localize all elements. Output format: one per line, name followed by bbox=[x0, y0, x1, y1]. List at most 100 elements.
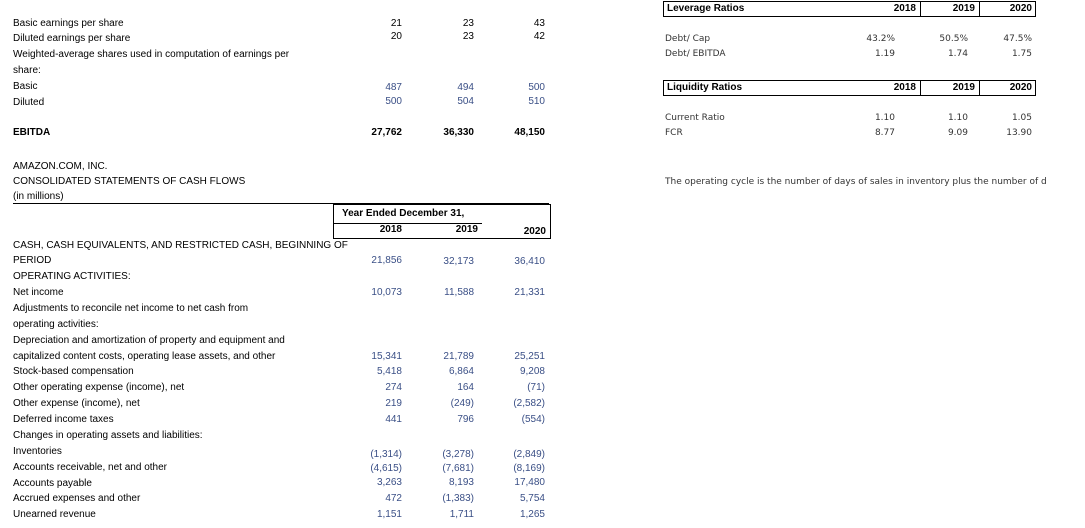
period-underline bbox=[334, 223, 482, 224]
operating-activities-label: OPERATING ACTIVITIES: bbox=[13, 271, 131, 282]
leverage-year-2018: 2018 bbox=[836, 2, 921, 16]
depreciation-label-cont: capitalized content costs, operating lea… bbox=[13, 351, 276, 362]
leverage-year-2020: 2020 bbox=[1009, 3, 1032, 14]
debt-cap-2019: 50.5% bbox=[939, 34, 968, 44]
period-label: PERIOD bbox=[13, 255, 52, 266]
diluted-shares-2018: 500 bbox=[385, 96, 402, 107]
unearned-2018: 1,151 bbox=[376, 509, 402, 520]
basic-shares-2019: 494 bbox=[457, 82, 474, 93]
other-expense-2020: (2,582) bbox=[513, 398, 545, 409]
accrued-label: Accrued expenses and other bbox=[13, 493, 141, 504]
accrued-2020: 5,754 bbox=[519, 493, 545, 504]
accrued-2019: (1,383) bbox=[442, 493, 474, 504]
other-expense-2018: 219 bbox=[385, 398, 402, 409]
unearned-2020: 1,265 bbox=[519, 509, 545, 520]
debt-cap-2018: 43.2% bbox=[866, 34, 895, 44]
diluted-shares-2019: 504 bbox=[457, 96, 474, 107]
diluted-eps-2019: 23 bbox=[462, 31, 474, 42]
sbc-2018: 5,418 bbox=[376, 366, 402, 377]
unearned-label: Unearned revenue bbox=[13, 509, 96, 520]
debt-ebitda-2019: 1.74 bbox=[947, 49, 968, 59]
year-2020: 2020 bbox=[523, 226, 546, 237]
liquidity-year-2020: 2020 bbox=[1009, 82, 1032, 93]
year-header-box: Year Ended December 31, 2018 2019 2020 bbox=[333, 204, 551, 239]
payables-2019: 8,193 bbox=[448, 477, 474, 488]
basic-shares-2020: 500 bbox=[528, 82, 545, 93]
depreciation-2020: 25,251 bbox=[514, 351, 545, 362]
accrued-2018: 472 bbox=[385, 493, 402, 504]
net-income-2018: 10,073 bbox=[371, 287, 402, 298]
payables-label: Accounts payable bbox=[13, 478, 92, 489]
inventories-2018: (1,314) bbox=[370, 449, 402, 460]
sbc-2019: 6,864 bbox=[448, 366, 474, 377]
debt-ebitda-label: Debt/ EBITDA bbox=[665, 49, 726, 59]
diluted-eps-2020: 42 bbox=[533, 31, 545, 42]
company-name: AMAZON.COM, INC. bbox=[13, 161, 108, 172]
other-opex-2020: (71) bbox=[527, 382, 545, 393]
deferred-taxes-2019: 796 bbox=[457, 414, 474, 425]
heading-rule bbox=[13, 203, 549, 204]
liquidity-year-2018: 2018 bbox=[836, 81, 921, 95]
unearned-2019: 1,711 bbox=[449, 509, 474, 520]
fcr-2018: 8.77 bbox=[874, 128, 895, 138]
current-ratio-2019: 1.10 bbox=[947, 113, 968, 123]
statement-title: CONSOLIDATED STATEMENTS OF CASH FLOWS bbox=[13, 176, 246, 187]
fcr-2020: 13.90 bbox=[1006, 128, 1032, 138]
diluted-shares-label: Diluted bbox=[13, 97, 45, 108]
beginning-cash-2019: 32,173 bbox=[443, 256, 474, 267]
basic-eps-label: Basic earnings per share bbox=[13, 18, 124, 29]
beginning-cash-2020: 36,410 bbox=[514, 256, 545, 267]
sbc-label: Stock-based compensation bbox=[13, 366, 134, 377]
debt-ebitda-2020: 1.75 bbox=[1011, 49, 1032, 59]
beginning-cash-label: CASH, CASH EQUIVALENTS, AND RESTRICTED C… bbox=[13, 240, 348, 251]
debt-cap-2020: 47.5% bbox=[1003, 34, 1032, 44]
other-expense-label: Other expense (income), net bbox=[13, 398, 140, 409]
inventories-2020: (2,849) bbox=[513, 449, 545, 460]
payables-2020: 17,480 bbox=[514, 477, 545, 488]
changes-label: Changes in operating assets and liabilit… bbox=[13, 430, 203, 441]
year-2018: 2018 bbox=[379, 224, 402, 235]
debt-cap-label: Debt/ Cap bbox=[665, 34, 711, 44]
current-ratio-2020: 1.05 bbox=[1011, 113, 1032, 123]
receivables-2019: (7,681) bbox=[442, 463, 474, 474]
deferred-taxes-2020: (554) bbox=[521, 414, 545, 425]
other-opex-label: Other operating expense (income), net bbox=[13, 382, 185, 393]
weighted-shares-label-cont: share: bbox=[13, 65, 41, 76]
ebitda-label: EBITDA bbox=[13, 127, 51, 138]
diluted-shares-2020: 510 bbox=[528, 96, 545, 107]
debt-ebitda-2018: 1.19 bbox=[874, 49, 895, 59]
units-label: (in millions) bbox=[13, 191, 64, 202]
diluted-eps-label: Diluted earnings per share bbox=[13, 33, 131, 44]
other-opex-2018: 274 bbox=[385, 382, 402, 393]
sbc-2020: 9,208 bbox=[519, 366, 545, 377]
ebitda-2018: 27,762 bbox=[371, 127, 402, 138]
deferred-taxes-2018: 441 bbox=[385, 414, 402, 425]
depreciation-2019: 21,789 bbox=[443, 351, 474, 362]
payables-2018: 3,263 bbox=[376, 477, 402, 488]
period-header: Year Ended December 31, bbox=[342, 208, 465, 219]
other-opex-2019: 164 bbox=[457, 382, 474, 393]
leverage-year-2019: 2019 bbox=[921, 2, 980, 16]
year-2019: 2019 bbox=[455, 224, 478, 235]
other-expense-2019: (249) bbox=[450, 398, 474, 409]
basic-eps-2018: 21 bbox=[390, 18, 402, 29]
fcr-2019: 9.09 bbox=[947, 128, 968, 138]
depreciation-label: Depreciation and amortization of propert… bbox=[13, 335, 285, 346]
basic-eps-2020: 43 bbox=[533, 18, 545, 29]
depreciation-2018: 15,341 bbox=[371, 351, 402, 362]
current-ratio-label: Current Ratio bbox=[665, 113, 725, 123]
inventories-2019: (3,278) bbox=[442, 449, 474, 460]
ebitda-2020: 48,150 bbox=[514, 127, 545, 138]
ebitda-2019: 36,330 bbox=[443, 127, 474, 138]
receivables-2018: (4,615) bbox=[370, 463, 402, 474]
diluted-eps-2018: 20 bbox=[390, 31, 402, 42]
adjustments-label: Adjustments to reconcile net income to n… bbox=[13, 303, 249, 314]
weighted-shares-label: Weighted-average shares used in computat… bbox=[13, 49, 290, 60]
basic-eps-2019: 23 bbox=[462, 18, 474, 29]
basic-shares-label: Basic bbox=[13, 81, 38, 92]
net-income-label: Net income bbox=[13, 287, 64, 298]
leverage-header-bar: Leverage Ratios 2018 2019 2020 bbox=[663, 1, 1036, 17]
current-ratio-2018: 1.10 bbox=[874, 113, 895, 123]
basic-shares-2018: 487 bbox=[385, 82, 402, 93]
deferred-taxes-label: Deferred income taxes bbox=[13, 414, 114, 425]
